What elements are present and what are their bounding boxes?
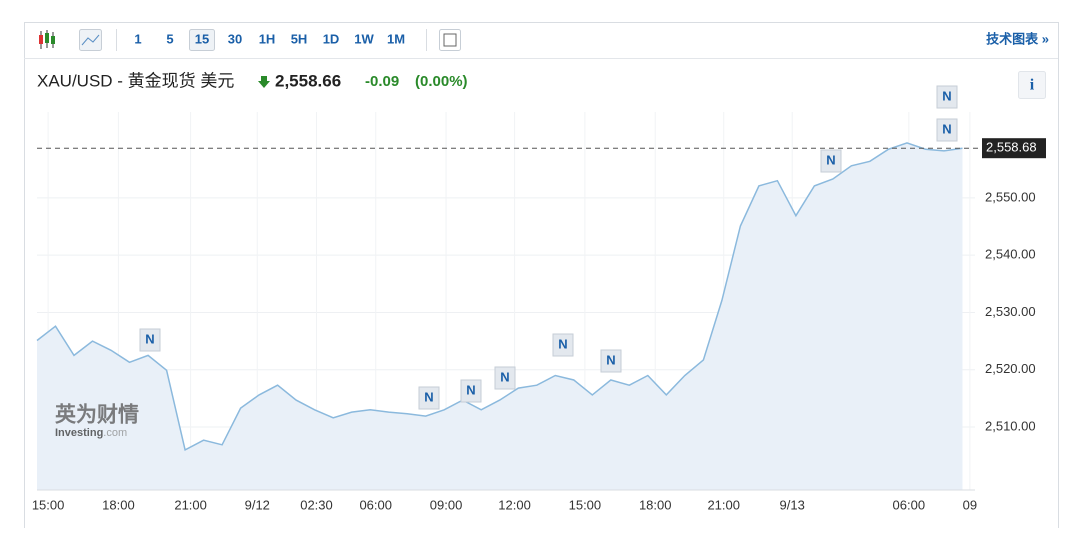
- news-marker-label: N: [826, 152, 835, 167]
- news-marker-label: N: [558, 336, 567, 351]
- news-marker[interactable]: [600, 349, 622, 373]
- watermark-en: Investing.com: [55, 427, 127, 439]
- news-icon: [443, 33, 457, 47]
- x-tick-label: 12:00: [498, 497, 531, 512]
- watermark-domain: .com: [103, 427, 127, 439]
- x-tick-label: 09: [963, 497, 977, 512]
- news-marker[interactable]: [460, 379, 482, 403]
- watermark-cn: 英为财情: [55, 403, 139, 427]
- news-marker-label: N: [942, 88, 951, 103]
- news-marker[interactable]: [494, 366, 516, 390]
- area-icon-line: [81, 34, 100, 46]
- y-tick-label: 2,520.00: [985, 361, 1036, 376]
- interval-button[interactable]: 5: [166, 31, 173, 46]
- y-tick-label: 2,550.00: [985, 189, 1036, 204]
- news-marker-label: N: [500, 369, 509, 384]
- interval-button[interactable]: 1: [134, 31, 141, 46]
- news-marker-label: N: [466, 382, 475, 397]
- news-marker[interactable]: [820, 149, 842, 173]
- last-price-box: [982, 138, 1046, 159]
- x-tick-label: 06:00: [359, 497, 392, 512]
- interval-button[interactable]: 1H: [259, 31, 276, 46]
- news-marker-label: N: [145, 331, 154, 346]
- interval-button[interactable]: 15: [195, 31, 209, 46]
- interval-selected: [189, 29, 215, 51]
- y-tick-label: 2,510.00: [985, 418, 1036, 433]
- interval-button[interactable]: 5H: [291, 31, 308, 46]
- down-arrow: [258, 76, 270, 88]
- y-tick-label: 2,530.00: [985, 304, 1036, 319]
- info-icon: i: [1030, 77, 1035, 94]
- x-tick-label: 21:00: [174, 497, 207, 512]
- price: 2,558.66: [275, 71, 341, 90]
- news-toggle[interactable]: [439, 29, 461, 51]
- change-pct: (0.00%): [415, 73, 468, 90]
- x-tick-label: 15:00: [32, 497, 65, 512]
- watermark-en-name: Investing: [55, 427, 103, 439]
- x-tick-label: 18:00: [639, 497, 672, 512]
- x-tick-label: 9/13: [780, 497, 805, 512]
- news-marker[interactable]: [936, 118, 958, 142]
- price-line: [36, 142, 963, 452]
- x-tick-label: 06:00: [893, 497, 926, 512]
- interval-button[interactable]: 1D: [323, 31, 340, 46]
- info-button[interactable]: [1018, 71, 1046, 99]
- y-tick-label: 2,540.00: [985, 247, 1036, 262]
- x-tick-label: 9/12: [245, 497, 270, 512]
- interval-button[interactable]: 30: [228, 31, 242, 46]
- news-marker-label: N: [942, 121, 951, 136]
- x-tick-label: 18:00: [102, 497, 135, 512]
- change: -0.09: [365, 73, 399, 90]
- news-marker[interactable]: [418, 386, 440, 410]
- interval-button[interactable]: 1M: [387, 31, 405, 46]
- x-tick-label: 15:00: [569, 497, 602, 512]
- news-marker-label: N: [606, 352, 615, 367]
- x-tick-label: 02:30: [300, 497, 333, 512]
- candle-icon[interactable]: [39, 30, 55, 49]
- news-marker[interactable]: [139, 328, 161, 352]
- x-tick-label: 09:00: [430, 497, 463, 512]
- interval-button[interactable]: 1W: [354, 31, 374, 46]
- x-tick-label: 21:00: [707, 497, 740, 512]
- area-fill: [37, 142, 963, 490]
- technical-link[interactable]: 技术图表 »: [986, 31, 1049, 46]
- last-price-label: 2,558.68: [986, 140, 1037, 155]
- symbol: XAU/USD - 黄金现货 美元: [37, 71, 234, 90]
- news-marker[interactable]: [936, 85, 958, 109]
- news-marker-label: N: [424, 389, 433, 404]
- news-marker[interactable]: [552, 333, 574, 357]
